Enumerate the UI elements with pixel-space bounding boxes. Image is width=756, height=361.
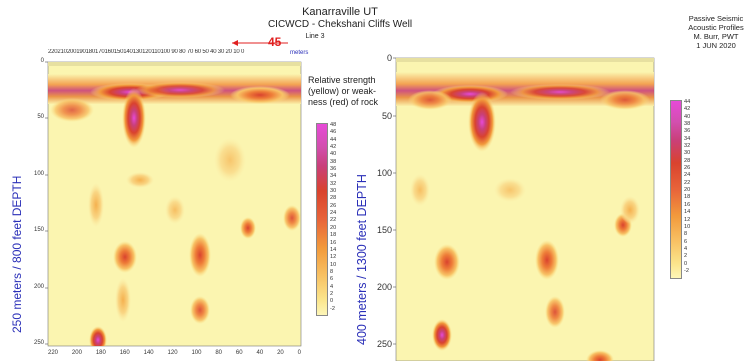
right-y-tick-50: 50 (381, 111, 392, 121)
cb-label: 30 (684, 150, 691, 157)
survey-credit-note: Passive Seismic Acoustic Profiles M. Bur… (678, 14, 754, 50)
right-colorbar-labels: 44 42 40 38 36 34 32 30 28 26 24 22 20 1… (684, 99, 690, 275)
left-colorbar-labels: 48 46 44 42 40 38 36 34 32 30 28 26 24 2… (330, 122, 336, 313)
cb-label: 40 (684, 113, 691, 120)
cb-label: 46 (330, 129, 337, 136)
x-tick: 160 (119, 350, 130, 356)
site-title: Kanarraville UT (302, 6, 378, 18)
x-tick: 180 (95, 350, 106, 356)
cb-label: 20 (684, 187, 691, 194)
cb-label: 2 (330, 290, 334, 297)
left-y-tick-100: 100 (33, 171, 44, 177)
x-tick: 140 (143, 350, 154, 356)
cb-label: 36 (330, 166, 337, 173)
cb-label: 28 (684, 157, 691, 164)
note-line-3: M. Burr, PWT (693, 32, 739, 41)
left-y-tick-200: 200 (33, 284, 44, 290)
cb-label: 4 (684, 245, 688, 252)
cb-label: 10 (684, 223, 691, 230)
cb-label: 2 (684, 253, 688, 260)
cb-label: 12 (330, 254, 337, 261)
cb-label: 38 (330, 158, 337, 165)
line-label: Line 3 (305, 33, 325, 40)
cb-label: 30 (330, 188, 337, 195)
cb-label: 6 (330, 276, 334, 283)
cb-label: 26 (330, 202, 337, 209)
cb-label: 32 (330, 180, 337, 187)
left-y-tick-0: 0 (40, 58, 44, 64)
right-y-tick-150: 150 (376, 225, 392, 235)
cb-label: 8 (330, 268, 334, 275)
cb-label: 8 (684, 231, 688, 238)
cb-label: -2 (684, 267, 689, 274)
note-line-1: Passive Seismic (688, 14, 744, 23)
left-x-axis-ticks: 220 200 180 160 140 120 100 80 60 40 20 … (48, 350, 301, 356)
position-marker-arrow (232, 40, 288, 46)
cb-label: 10 (330, 261, 337, 268)
left-y-tick-150: 150 (33, 227, 44, 233)
left-y-tick-250: 250 (33, 340, 44, 346)
cb-label: 18 (330, 232, 337, 239)
cb-label: 20 (330, 224, 337, 231)
cb-label: 42 (330, 144, 337, 151)
cb-label: 42 (684, 106, 691, 113)
left-profile-plot (45, 61, 302, 347)
left-colorbar (316, 123, 328, 316)
cb-label: 12 (684, 216, 691, 223)
cb-label: 34 (330, 173, 337, 180)
cb-label: 38 (684, 121, 691, 128)
cb-label: 48 (330, 122, 337, 128)
cb-label: 6 (684, 238, 688, 245)
cb-label: 0 (330, 298, 334, 305)
x-tick: 20 (277, 350, 284, 356)
cb-label: 40 (330, 151, 337, 158)
x-tick: 0 (297, 350, 301, 356)
cb-label: 24 (330, 210, 337, 217)
relative-strength-note: Relative strength (yellow) or weak-ness … (308, 75, 379, 107)
cb-label: 18 (684, 194, 691, 201)
cb-label: 36 (684, 128, 691, 135)
well-subtitle: CICWCD - Chekshani Cliffs Well (267, 19, 413, 30)
cb-label: 44 (330, 136, 337, 143)
x-tick: 40 (256, 350, 264, 356)
x-tick: 60 (235, 350, 243, 356)
cb-label: 16 (684, 201, 691, 208)
cb-label: 28 (330, 195, 337, 202)
x-tick: 120 (167, 350, 178, 356)
top-distance-ticks: 220210200190180170160150140130120110100 … (48, 49, 245, 55)
position-marker-value: 45 (268, 35, 282, 49)
cb-label: -2 (330, 305, 335, 312)
x-tick: 200 (71, 350, 82, 356)
right-profile-plot (393, 57, 655, 361)
right-y-tick-200: 200 (376, 282, 392, 292)
cb-label: 14 (684, 209, 691, 216)
left-depth-label: 250 meters / 800 feet DEPTH (10, 175, 24, 333)
cb-label: 16 (330, 239, 337, 246)
cb-label: 26 (684, 165, 691, 172)
cb-label: 34 (684, 135, 691, 142)
cb-label: 44 (684, 99, 691, 105)
cb-label: 4 (330, 283, 334, 290)
right-depth-label: 400 meters / 1300 feet DEPTH (355, 174, 369, 345)
x-tick: 100 (191, 350, 202, 356)
right-y-tick-0: 0 (386, 53, 392, 63)
cb-label: 22 (684, 179, 691, 186)
cb-label: 0 (684, 260, 688, 267)
right-colorbar (670, 100, 682, 279)
cb-label: 14 (330, 246, 337, 253)
top-axis-units: meters (290, 50, 309, 56)
x-tick: 80 (215, 350, 223, 356)
x-tick: 220 (48, 350, 59, 356)
cb-label: 22 (330, 217, 337, 224)
note-line-2: Acoustic Profiles (688, 23, 744, 32)
right-y-tick-250: 250 (376, 339, 392, 349)
cb-label: 24 (684, 172, 691, 179)
note-line-4: 1 JUN 2020 (696, 41, 736, 50)
cb-label: 32 (684, 143, 691, 150)
left-y-tick-50: 50 (37, 114, 44, 120)
right-y-tick-100: 100 (376, 168, 392, 178)
